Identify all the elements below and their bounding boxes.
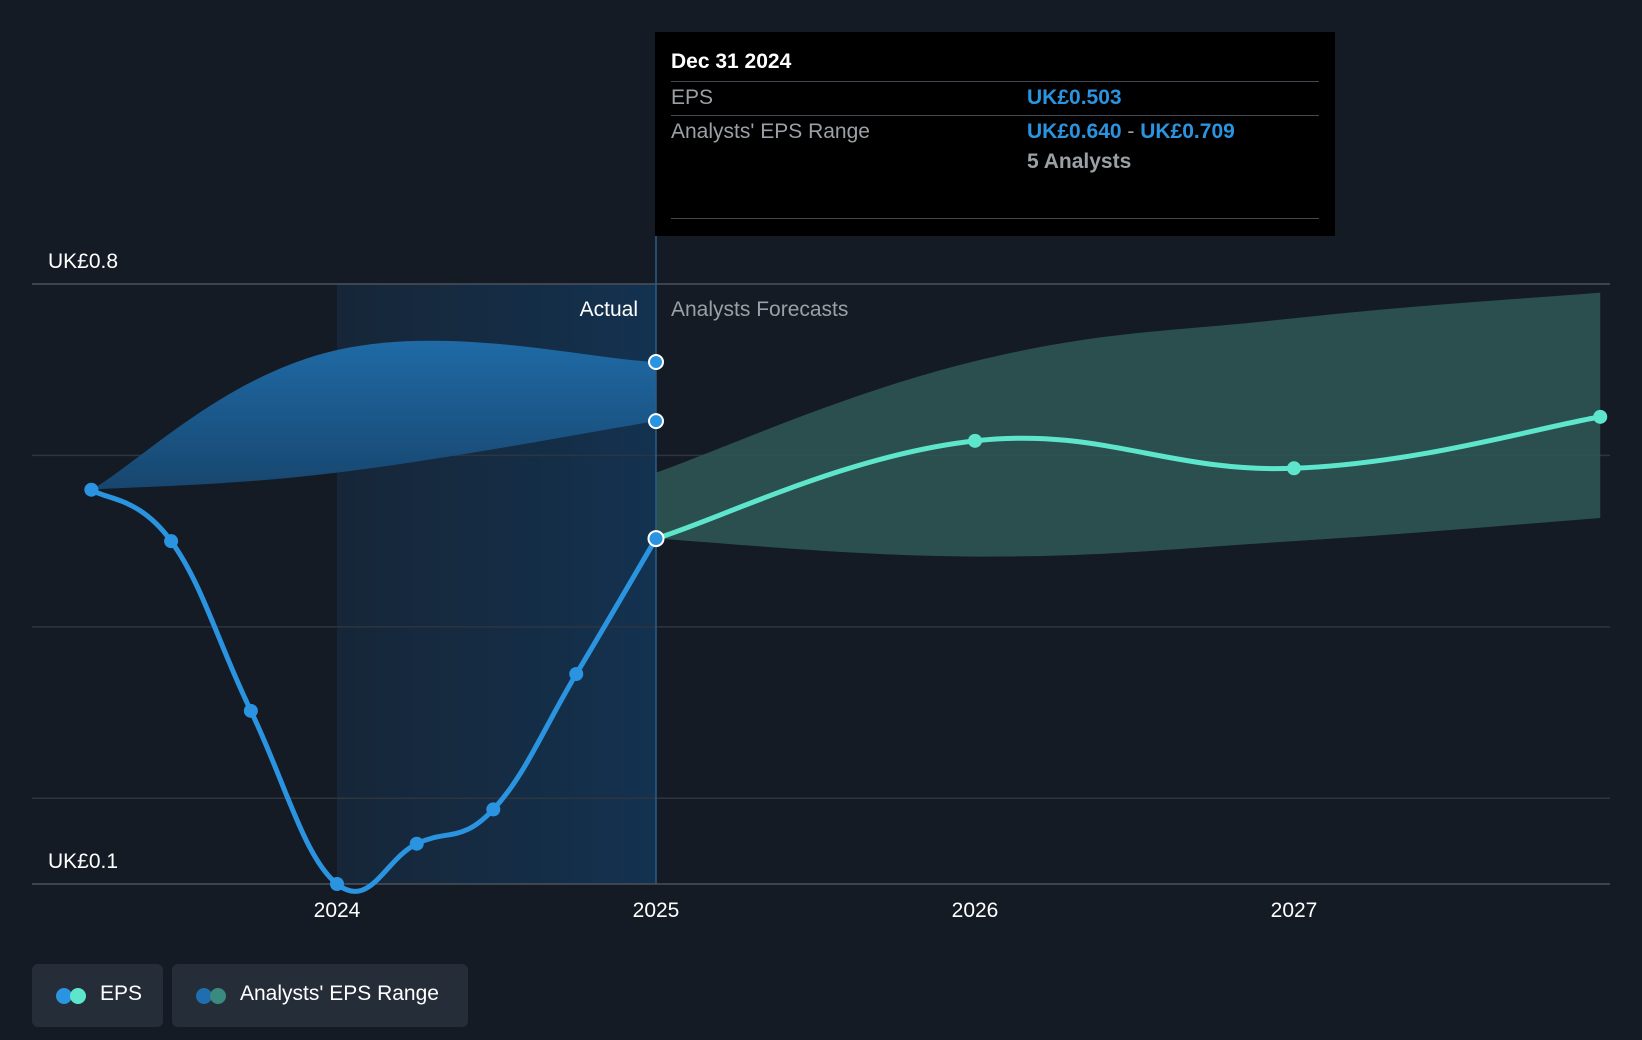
eps-actual-point[interactable] [164,534,179,549]
tooltip-range-row: Analysts' EPS Range UK£0.640 - UK£0.709 [671,115,1319,150]
eps-actual-point[interactable] [486,802,501,817]
legend-eps[interactable]: EPS [32,964,163,1027]
legend-eps-range[interactable]: Analysts' EPS Range [172,964,468,1027]
tooltip-range-value: UK£0.640 - UK£0.709 [1027,120,1235,144]
eps-actual-line [88,487,659,894]
eps-actual-point[interactable] [569,667,584,681]
forecast-range-band [656,292,1601,557]
tooltip-range-separator: - [1121,120,1141,143]
actual-region-label: Actual [580,298,638,321]
eps-actual-point[interactable] [409,836,424,851]
tooltip: Dec 31 2024 EPS UK£0.503 Analysts' EPS R… [655,32,1335,236]
eps-legend-icon [56,988,86,1004]
actual-range-band [91,340,657,490]
tooltip-analyst-count: 5 Analysts [1027,150,1132,173]
eps-actual-point[interactable] [84,482,99,497]
x-tick-label: 2027 [1271,899,1318,922]
eps-actual-point[interactable] [330,877,344,891]
eps-actual-point[interactable] [647,530,665,548]
legend-range-label: Analysts' EPS Range [240,982,439,1005]
range-endpoint-point[interactable] [648,413,664,430]
tooltip-eps-row: EPS UK£0.503 [671,81,1319,116]
forecast-region-label: Analysts Forecasts [671,298,848,321]
eps-forecast-line [653,414,1603,542]
y-axis-min-label: UK£0.1 [48,850,118,873]
range-legend-icon [196,988,226,1004]
eps-forecast-point[interactable] [1287,461,1301,476]
tooltip-range-label: Analysts' EPS Range [671,120,870,143]
tooltip-range-low: UK£0.640 [1027,120,1122,143]
eps-forecast-point[interactable] [1593,409,1608,424]
tooltip-date: Dec 31 2024 [671,50,792,73]
eps-actual-point[interactable] [243,703,258,718]
tooltip-eps-label: EPS [671,86,714,109]
x-tick-label: 2024 [314,899,361,922]
x-tick-label: 2026 [952,899,999,922]
tooltip-range-high: UK£0.709 [1140,120,1235,143]
tooltip-divider [671,218,1319,219]
eps-forecast-point[interactable] [968,433,982,448]
y-axis-max-label: UK£0.8 [48,250,118,273]
tooltip-eps-value: UK£0.503 [1027,86,1122,109]
x-tick-label: 2025 [633,899,680,922]
range-endpoint-point[interactable] [648,354,664,370]
legend-eps-label: EPS [100,982,143,1005]
